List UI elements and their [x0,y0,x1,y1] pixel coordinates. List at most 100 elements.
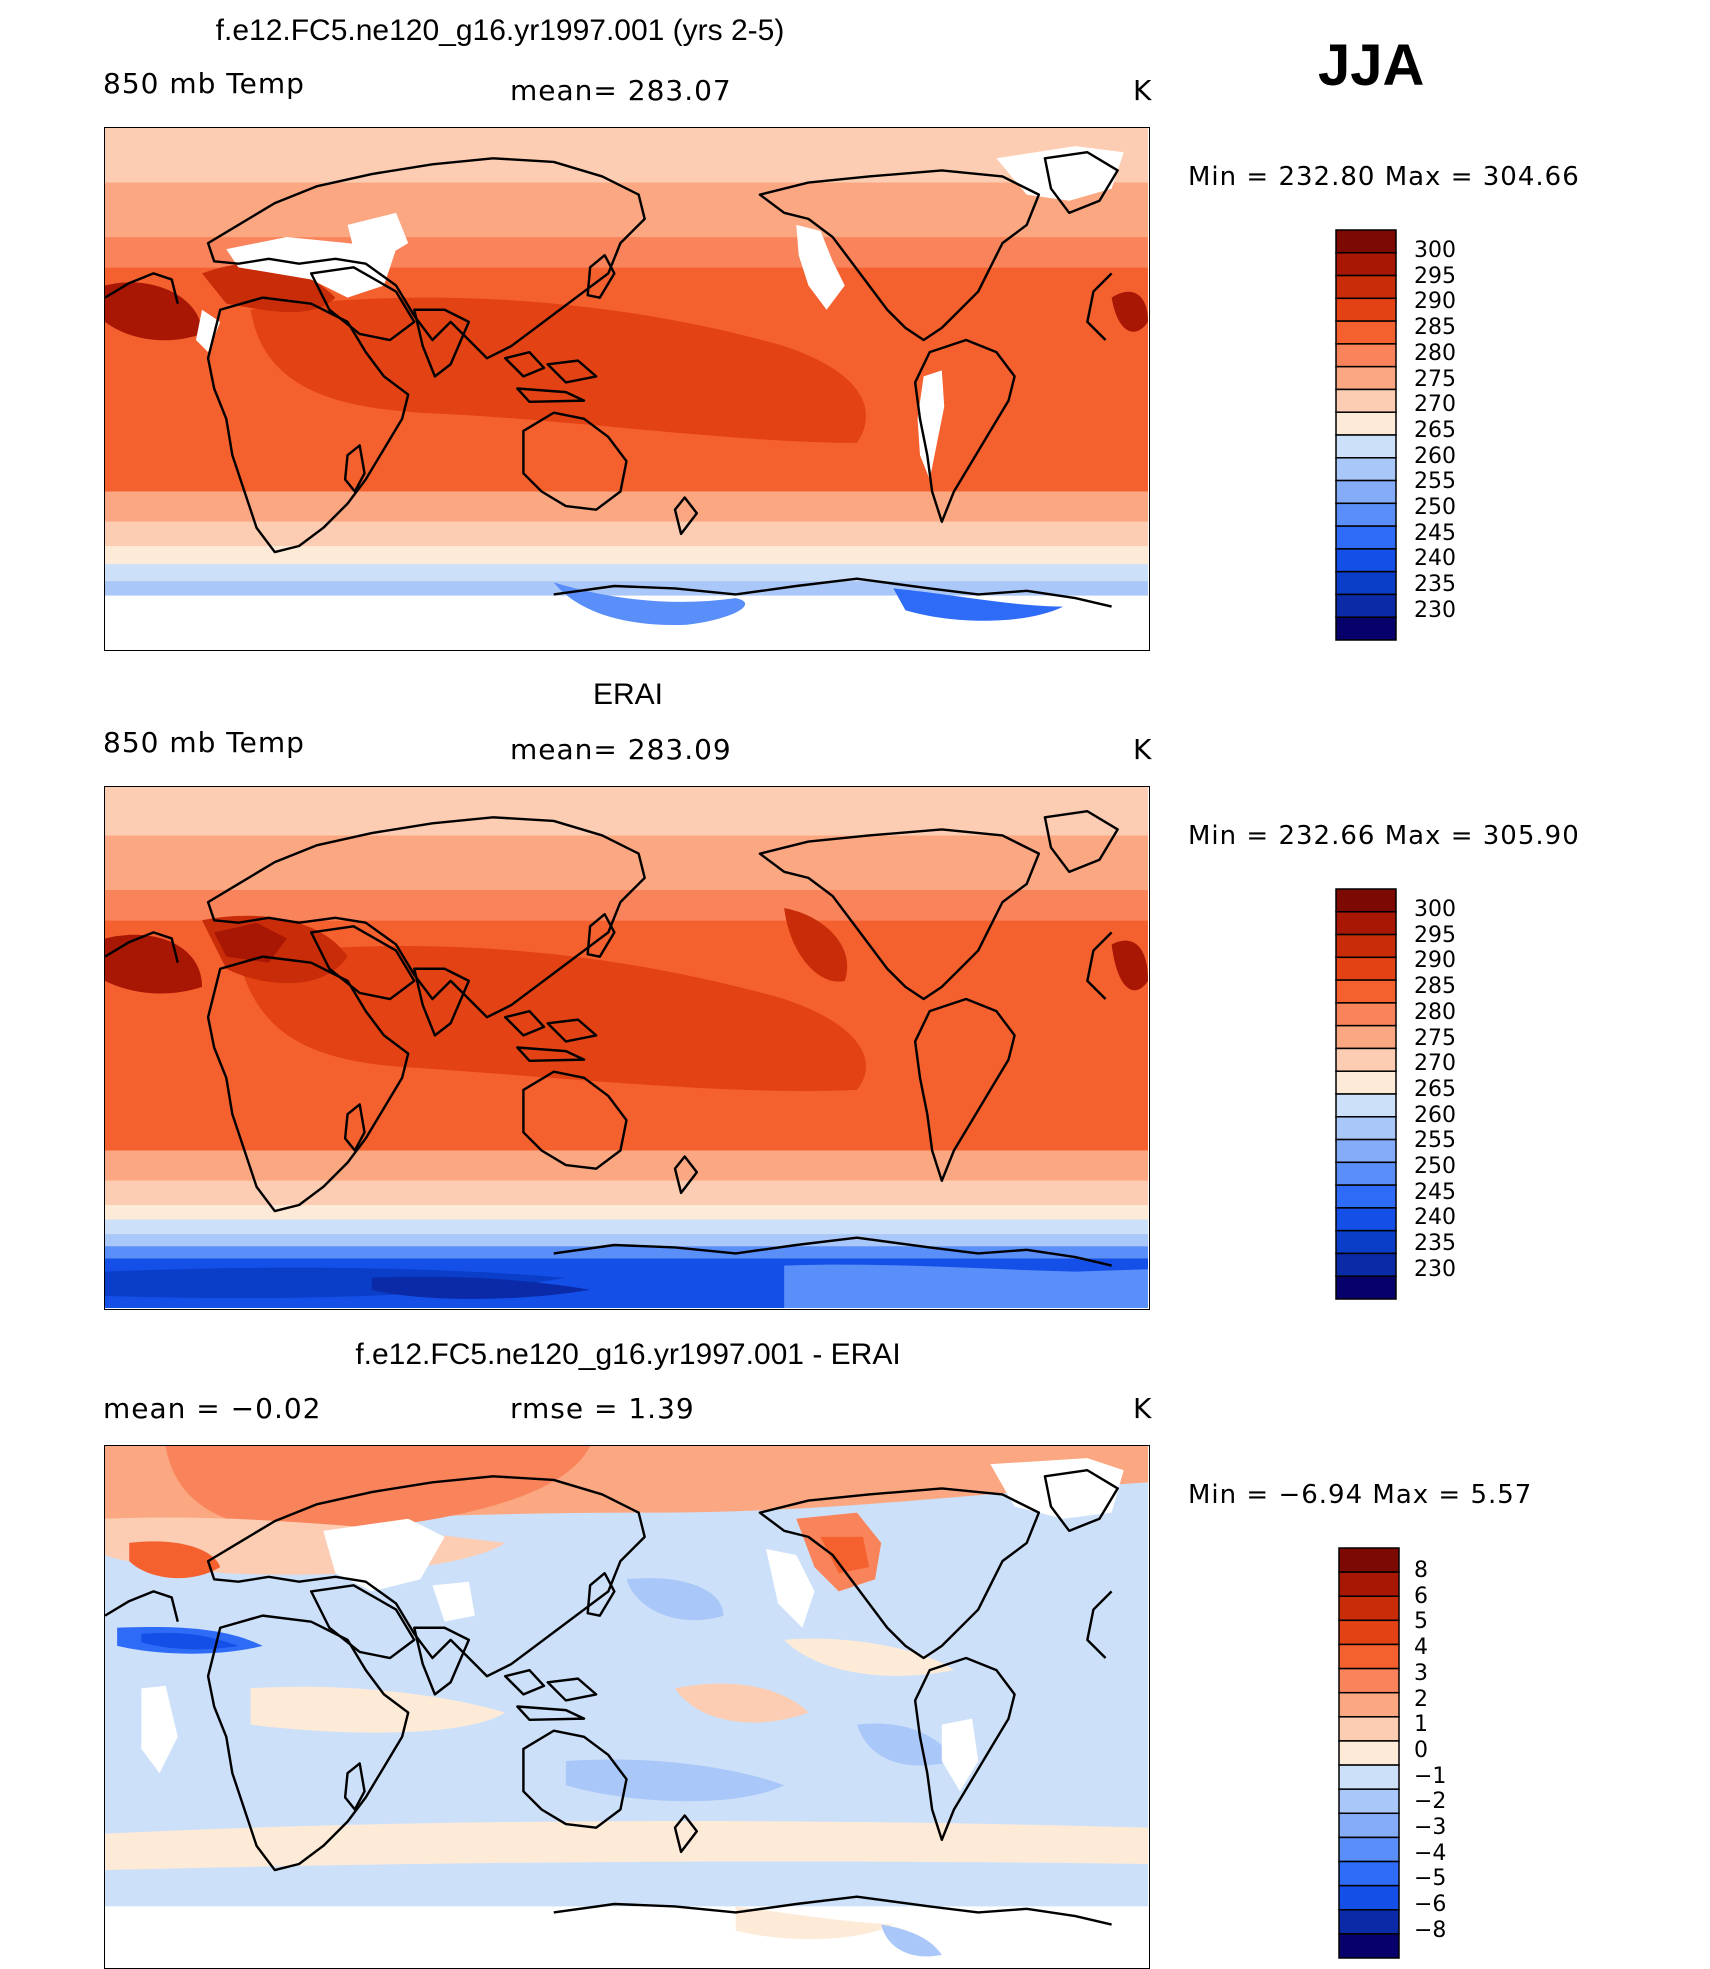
colorbar-tick-label: 265 [1414,1076,1456,1102]
colorbar-tick-label: −1 [1414,1763,1447,1789]
colorbar-tick-label: 265 [1414,417,1456,443]
colorbar-swatch [1335,1116,1397,1141]
colorbar-tick-label: 4 [1414,1635,1428,1661]
panel1-units: K [1133,74,1153,107]
colorbar-tick-label: 260 [1414,1102,1456,1128]
colorbar-swatch [1338,1740,1400,1766]
colorbar-swatch [1335,479,1397,505]
colorbar-tick-label: −3 [1414,1815,1447,1840]
colorbar-tick-label: 260 [1414,443,1456,469]
colorbar-swatch [1335,1229,1397,1255]
panel1-title: f.e12.FC5.ne120_g16.yr1997.001 (yrs 2-5) [215,14,785,47]
colorbar-swatch [1335,570,1397,596]
panel1-map [104,127,1150,651]
colorbar-swatch [1338,1788,1400,1815]
colorbar-tick-label: −2 [1414,1789,1447,1815]
colorbar-swatch [1335,229,1397,254]
colorbar-swatch [1338,1667,1400,1694]
colorbar-tick-label: 300 [1414,238,1456,263]
colorbar-swatch [1335,548,1397,573]
panel2-minmax: Min = 232.66 Max = 305.90 [1188,821,1580,851]
colorbar-swatch [1335,1275,1397,1300]
colorbar-swatch [1335,616,1397,641]
colorbar-swatch [1338,1884,1400,1911]
colorbar-swatch [1338,1547,1400,1573]
colorbar-tick-label: 230 [1414,597,1456,623]
colorbar-swatch [1335,411,1397,436]
colorbar-swatch [1335,1002,1397,1027]
colorbar-tick-label: 295 [1414,922,1456,948]
colorbar-swatch [1335,1093,1397,1118]
colorbar-swatch [1335,297,1397,322]
colorbar-swatch [1335,252,1397,277]
colorbar-swatch [1335,1161,1397,1186]
colorbar-tick-label: 270 [1414,392,1456,418]
colorbar-swatch [1335,388,1397,413]
colorbar-tick-label: 295 [1414,263,1456,289]
colorbar-swatch [1335,1024,1397,1050]
colorbar-tick-label: 235 [1414,1231,1456,1257]
panel2-title: ERAI [592,678,664,711]
colorbar-swatch [1338,1764,1400,1790]
colorbar-swatch [1335,1070,1397,1095]
colorbar-swatch [1338,1860,1400,1887]
colorbar-tick-label: 255 [1414,1128,1456,1154]
colorbar-swatch [1335,502,1397,527]
colorbar-tick-label: 2 [1414,1686,1428,1712]
panel1-variable-label: 850 mb Temp [103,67,305,100]
panel1-minmax: Min = 232.80 Max = 304.66 [1188,162,1580,192]
colorbar-swatch [1335,343,1397,368]
colorbar-swatch [1335,525,1397,550]
colorbar-swatch [1338,1595,1400,1622]
colorbar-swatch [1335,365,1397,391]
colorbar-swatch [1335,1138,1397,1164]
colorbar-swatch [1335,933,1397,959]
colorbar-swatch [1335,956,1397,981]
colorbar-swatch [1338,1619,1400,1646]
colorbar-swatch [1338,1933,1400,1959]
panel2-mean-label: mean= 283.09 [510,733,732,766]
panel2-variable-label: 850 mb Temp [103,726,305,759]
panel2-units: K [1133,733,1153,766]
colorbar-tick-label: 270 [1414,1051,1456,1077]
colorbar-tick-label: −4 [1414,1840,1447,1866]
colorbar-tick-label: 275 [1414,366,1456,392]
panel3-minmax: Min = −6.94 Max = 5.57 [1188,1480,1533,1510]
colorbar-tick-label: 245 [1414,1179,1456,1205]
colorbar-swatch [1338,1691,1400,1718]
colorbar-swatch [1335,1252,1397,1277]
colorbar-tick-label: 230 [1414,1256,1456,1282]
colorbar-tick-label: −8 [1414,1917,1447,1943]
colorbar-tick-label: 275 [1414,1025,1456,1051]
panel3-colorbar-swatches [1338,1547,1400,1959]
colorbar-tick-label: 5 [1414,1609,1428,1635]
panel2-map [104,786,1150,1310]
colorbar-tick-label: 300 [1414,897,1456,922]
colorbar-swatch [1338,1812,1400,1839]
colorbar-swatch [1335,320,1397,345]
colorbar-tick-label: 285 [1414,315,1456,341]
colorbar-tick-label: 6 [1414,1583,1428,1609]
colorbar-tick-label: 240 [1414,546,1456,572]
colorbar-tick-label: 245 [1414,520,1456,546]
colorbar-swatch [1335,1207,1397,1232]
colorbar-swatch [1338,1571,1400,1597]
panel1-colorbar-swatches [1335,229,1397,641]
colorbar-swatch [1335,274,1397,300]
colorbar-swatch [1338,1716,1400,1742]
colorbar-tick-label: 8 [1414,1558,1428,1583]
panel2-colorbar [1334,887,1398,1308]
colorbar-tick-label: 290 [1414,948,1456,974]
colorbar-swatch [1335,911,1397,936]
panel3-map [104,1445,1150,1969]
colorbar-swatch [1335,1184,1397,1209]
colorbar-tick-label: 285 [1414,974,1456,1000]
panel3-colorbar [1337,1546,1401,1967]
colorbar-swatch [1335,979,1397,1004]
colorbar-swatch [1338,1643,1400,1670]
colorbar-tick-label: −6 [1414,1892,1447,1918]
colorbar-tick-label: 3 [1414,1660,1428,1686]
colorbar-tick-label: 250 [1414,495,1456,520]
panel3-rmse-label: rmse = 1.39 [510,1392,695,1425]
colorbar-tick-label: 240 [1414,1205,1456,1231]
